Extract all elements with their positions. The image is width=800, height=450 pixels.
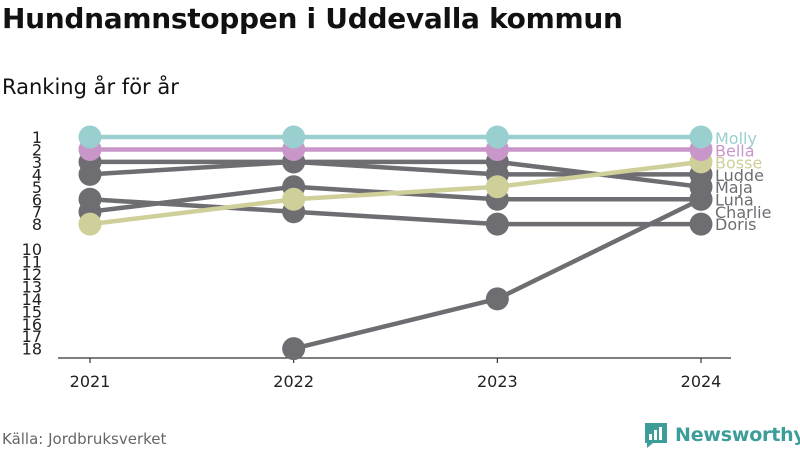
data-point-ludde [78,162,102,186]
series-line-charlie [87,184,704,214]
y-tick-label: 8 [32,215,42,234]
data-point-luna [485,287,509,311]
bar-chart-logo-icon [645,423,667,448]
y-tick-label: 6 [32,190,42,209]
y-tick-label: 17 [22,327,42,346]
y-tick-label: 18 [22,340,42,359]
y-tick-label: 16 [22,315,42,334]
series-label-maja: Maja [715,178,753,197]
y-tick-label: 3 [32,153,42,172]
x-tick-label: 2023 [477,372,518,391]
series-layer [78,125,713,361]
series-label-bosse: Bosse [715,154,762,173]
brand-name: Newsworthy [675,424,800,446]
data-point-bosse [78,212,102,236]
series-bella [78,137,713,161]
series-label-ludde: Ludde [715,166,764,185]
y-tick-label: 11 [22,253,42,272]
series-label-luna: Luna [715,191,754,210]
series-ludde [78,150,713,186]
series-line-doris [87,197,704,227]
data-point-luna [282,337,306,361]
series-label-bella: Bella [715,141,755,160]
x-tick-label: 2022 [273,372,314,391]
series-line-bosse [87,159,704,227]
series-doris [78,187,713,236]
data-point-molly [282,125,306,149]
data-point-bosse [485,175,509,199]
data-point-doris [78,187,102,211]
y-tick-label: 1 [32,128,42,147]
data-point-doris [689,212,713,236]
data-point-doris [485,212,509,236]
data-point-molly [689,125,713,149]
chart-subtitle: Ranking år för år [2,75,179,99]
series-label-doris: Doris [715,215,756,234]
y-tick-label: 10 [22,240,42,259]
brand-logo: Newsworthy [643,420,800,450]
source-note: Källa: Jordbruksverket [2,430,167,448]
data-point-bosse [282,187,306,211]
y-tick-label: 15 [22,302,42,321]
y-tick-label: 7 [32,203,42,222]
x-tick-label: 2021 [70,372,111,391]
y-tick-label: 4 [32,165,42,184]
y-tick-label: 2 [32,140,42,159]
series-label-molly: Molly [715,129,757,148]
data-point-molly [485,125,509,149]
x-axis: 2021 2022 2023 2024 [58,357,731,391]
chart-title: Hundnamnstoppen i Uddevalla kommun [2,2,623,35]
x-tick-label: 2024 [681,372,722,391]
series-molly [78,125,713,149]
y-tick-label: 13 [22,277,42,296]
y-tick-label: 12 [22,265,42,284]
series-label-charlie: Charlie [715,203,771,222]
data-point-molly [78,125,102,149]
y-tick-label: 5 [32,178,42,197]
y-tick-label: 14 [22,290,42,309]
